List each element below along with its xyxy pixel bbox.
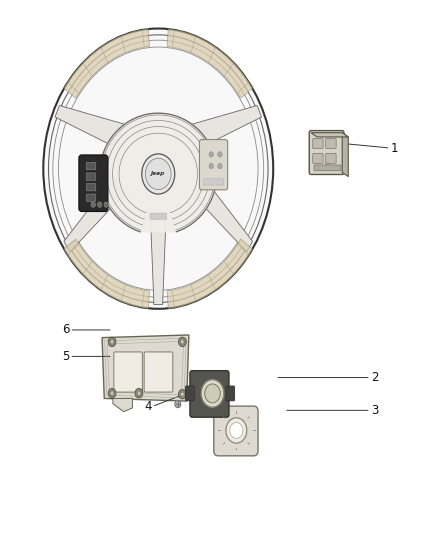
Circle shape bbox=[209, 152, 213, 157]
Circle shape bbox=[142, 154, 175, 194]
Text: Jeep: Jeep bbox=[151, 172, 166, 176]
FancyBboxPatch shape bbox=[214, 406, 258, 456]
Circle shape bbox=[110, 340, 114, 344]
FancyBboxPatch shape bbox=[313, 139, 323, 149]
Polygon shape bbox=[342, 133, 348, 176]
Circle shape bbox=[230, 423, 243, 438]
Polygon shape bbox=[151, 216, 166, 304]
Circle shape bbox=[110, 391, 114, 395]
Text: 3: 3 bbox=[371, 404, 378, 417]
Circle shape bbox=[108, 389, 116, 398]
Polygon shape bbox=[167, 239, 252, 308]
Text: 4: 4 bbox=[144, 400, 152, 413]
FancyBboxPatch shape bbox=[114, 352, 142, 392]
Polygon shape bbox=[100, 113, 217, 232]
FancyBboxPatch shape bbox=[326, 154, 336, 164]
Circle shape bbox=[226, 418, 247, 443]
Circle shape bbox=[91, 202, 95, 207]
Circle shape bbox=[180, 340, 184, 344]
FancyBboxPatch shape bbox=[326, 139, 336, 149]
Text: 1: 1 bbox=[390, 142, 398, 155]
FancyBboxPatch shape bbox=[226, 386, 235, 401]
FancyBboxPatch shape bbox=[186, 386, 194, 401]
FancyBboxPatch shape bbox=[86, 173, 96, 180]
FancyBboxPatch shape bbox=[309, 131, 344, 174]
FancyBboxPatch shape bbox=[190, 370, 229, 417]
Circle shape bbox=[135, 389, 143, 398]
Circle shape bbox=[44, 29, 273, 308]
Polygon shape bbox=[113, 399, 132, 411]
Polygon shape bbox=[167, 29, 252, 98]
Polygon shape bbox=[64, 176, 121, 252]
Polygon shape bbox=[311, 133, 348, 137]
FancyBboxPatch shape bbox=[86, 194, 96, 201]
Polygon shape bbox=[55, 106, 125, 146]
Circle shape bbox=[145, 158, 171, 190]
Text: 5: 5 bbox=[62, 350, 69, 363]
Circle shape bbox=[98, 202, 102, 207]
FancyBboxPatch shape bbox=[144, 352, 173, 392]
FancyBboxPatch shape bbox=[86, 163, 96, 169]
FancyBboxPatch shape bbox=[86, 183, 96, 191]
Polygon shape bbox=[64, 239, 149, 308]
Circle shape bbox=[218, 152, 222, 157]
FancyBboxPatch shape bbox=[314, 165, 341, 171]
Text: 6: 6 bbox=[62, 324, 69, 336]
Circle shape bbox=[201, 379, 224, 407]
Text: 2: 2 bbox=[371, 371, 378, 384]
Polygon shape bbox=[102, 335, 189, 401]
Circle shape bbox=[209, 164, 213, 168]
FancyBboxPatch shape bbox=[150, 213, 166, 220]
FancyBboxPatch shape bbox=[79, 155, 108, 212]
Circle shape bbox=[325, 163, 330, 169]
Circle shape bbox=[108, 337, 116, 346]
Circle shape bbox=[175, 400, 181, 408]
Circle shape bbox=[178, 390, 186, 399]
Polygon shape bbox=[196, 176, 253, 252]
Polygon shape bbox=[191, 106, 261, 146]
Circle shape bbox=[218, 164, 222, 168]
Circle shape bbox=[205, 384, 220, 403]
Circle shape bbox=[104, 202, 108, 207]
Circle shape bbox=[137, 391, 141, 395]
Circle shape bbox=[178, 337, 186, 346]
Circle shape bbox=[180, 392, 184, 397]
FancyBboxPatch shape bbox=[313, 154, 323, 164]
FancyBboxPatch shape bbox=[199, 140, 228, 190]
Polygon shape bbox=[64, 29, 149, 98]
FancyBboxPatch shape bbox=[203, 179, 224, 185]
